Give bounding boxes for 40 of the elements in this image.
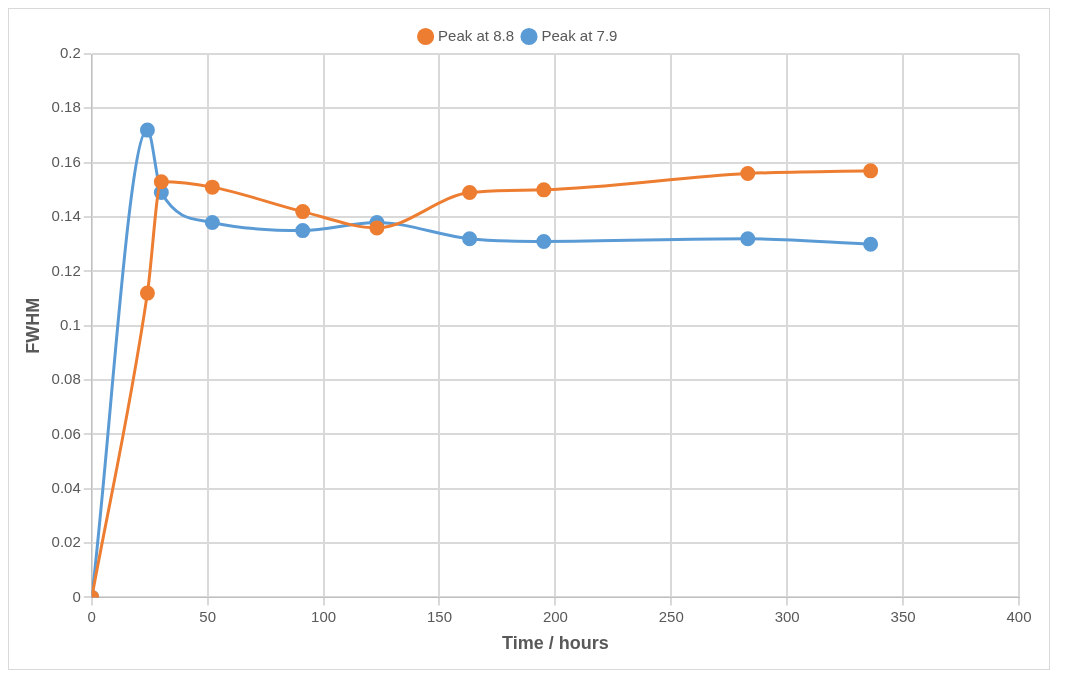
x-axis-title: Time / hours [502,633,609,654]
point [369,220,385,236]
point [536,233,552,249]
x-tick-label: 50 [199,607,217,625]
y-tick-label: 0.06 [51,424,81,442]
point [295,223,311,239]
x-tick-label: 250 [658,607,684,625]
legend-label: Peak at 7.9 [541,26,618,44]
y-tick-label: 0.18 [51,98,81,116]
y-tick-label: 0 [72,587,81,605]
y-tick-label: 0.16 [51,152,81,170]
point [740,231,756,247]
point [740,166,756,182]
x-tick-label: 150 [426,607,453,625]
point [863,236,879,252]
x-tick-label: 350 [890,607,916,625]
y-tick-label: 0.04 [51,478,81,496]
point [462,185,478,201]
point [139,285,155,301]
y-tick-label: 0.12 [51,261,81,279]
point [139,122,155,138]
x-tick-label: 400 [1006,607,1032,625]
x-tick-label: 300 [774,607,800,625]
point [153,174,169,190]
y-tick-label: 0.1 [59,315,81,333]
point [863,163,879,179]
point [536,182,552,198]
y-tick-label: 0.02 [51,533,81,551]
legend-label: Peak at 8.8 [438,26,514,44]
point [204,179,220,195]
y-tick-label: 0.14 [51,207,81,225]
point [462,231,478,247]
point [295,204,311,220]
x-tick-label: 200 [542,607,568,625]
x-tick-label: 100 [311,607,337,625]
y-tick-label: 0.08 [51,370,81,388]
point [204,214,220,230]
y-tick-label: 0.2 [59,44,81,62]
x-tick-label: 0 [87,607,96,625]
y-axis-title: FWHM [22,297,43,354]
